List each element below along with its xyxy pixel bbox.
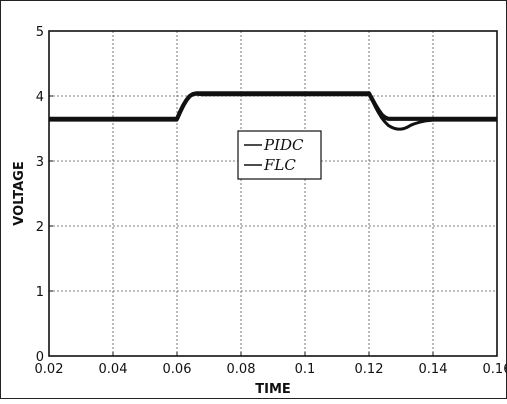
x-tick-label: 0.08 bbox=[227, 362, 256, 377]
x-axis-title: TIME bbox=[255, 382, 291, 397]
y-axis-title: VOLTAGE bbox=[12, 161, 27, 226]
x-tick-label: 0.16 bbox=[483, 362, 507, 377]
legend-label-flc: FLC bbox=[263, 156, 296, 174]
y-tick-label: 3 bbox=[36, 155, 44, 170]
series-line-flc bbox=[49, 91, 497, 121]
plot-area bbox=[48, 30, 498, 357]
y-tick-label: 2 bbox=[36, 220, 44, 235]
series-layer bbox=[49, 91, 497, 131]
grid-lines bbox=[49, 31, 497, 356]
y-tick-label: 1 bbox=[36, 285, 44, 300]
x-tick-label: 0.12 bbox=[355, 362, 384, 377]
y-tick-label: 0 bbox=[36, 350, 44, 365]
series-line-pidc bbox=[49, 92, 497, 131]
x-tick-label: 0.14 bbox=[419, 362, 448, 377]
legend: PIDC FLC bbox=[237, 130, 322, 180]
y-tick-label: 4 bbox=[36, 90, 44, 105]
x-tick-label: 0.04 bbox=[99, 362, 128, 377]
tick-labels: 0.02 0.04 0.06 0.08 0.1 0.12 0.14 0.16 0 1 2 3 4 5 bbox=[35, 25, 507, 377]
legend-box bbox=[237, 130, 322, 180]
x-tick-label: 0.02 bbox=[35, 362, 64, 377]
legend-label-pidc: PIDC bbox=[263, 136, 304, 154]
x-tick-label: 0.06 bbox=[163, 362, 192, 377]
x-tick-label: 0.1 bbox=[295, 362, 316, 377]
y-tick-label: 5 bbox=[36, 25, 44, 40]
